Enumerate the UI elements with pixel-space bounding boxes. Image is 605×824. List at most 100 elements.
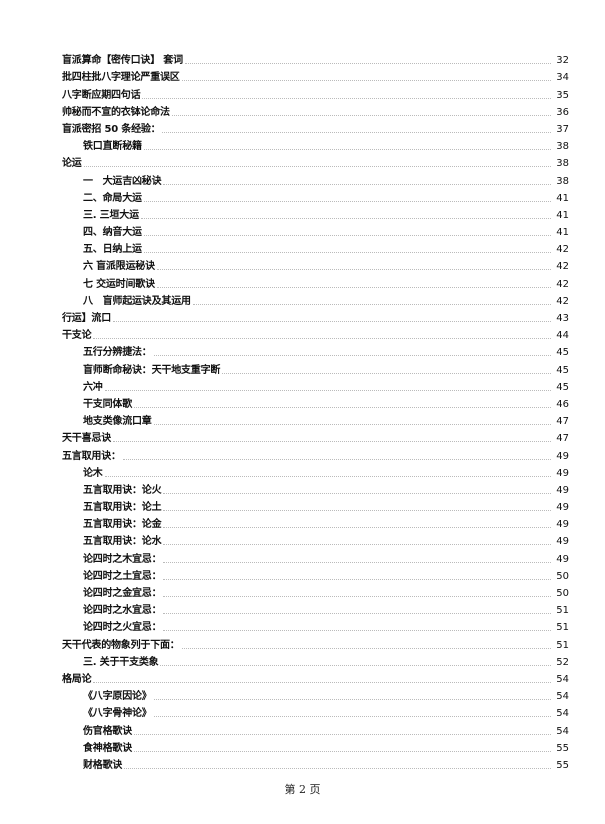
toc-entry[interactable]: 论四时之水宜忌： 51 — [62, 600, 569, 617]
toc-entry-page: 32 — [556, 55, 569, 67]
toc-entry[interactable]: 七 交运时间歌诀 42 — [62, 273, 569, 290]
toc-entry-title: 干支同体歌 — [83, 398, 132, 410]
toc-entry-page: 51 — [556, 639, 569, 651]
toc-entry[interactable]: 五言取用诀：论水 49 — [62, 531, 569, 548]
toc-entry[interactable]: 六 盲派限运秘诀 42 — [62, 256, 569, 273]
toc-entry[interactable]: 帅秘而不宣的衣钵论命法 36 — [62, 102, 569, 119]
toc-entry-title: 论四时之木宜忌： — [83, 553, 162, 565]
toc-entry[interactable]: 行运】流口 43 — [62, 308, 569, 325]
toc-entry[interactable]: 五言取用诀：论金 49 — [62, 514, 569, 531]
toc-entry[interactable]: 论木 49 — [62, 463, 569, 480]
toc-entry[interactable]: 六冲 45 — [62, 377, 569, 394]
toc-entry-page: 44 — [556, 330, 569, 342]
dot-leader — [134, 406, 551, 408]
toc-entry[interactable]: 《八字骨神论》 54 — [62, 703, 569, 720]
toc-entry-title: 五行分辨捷法： — [83, 347, 152, 359]
toc-entry-page: 47 — [556, 416, 569, 428]
toc-entry-title: 《八字骨神论》 — [83, 708, 152, 720]
toc-entry-title: 论四时之火宜忌： — [83, 622, 162, 634]
toc-entry[interactable]: 一 大运吉凶秘诀 38 — [62, 170, 569, 187]
toc-entry[interactable]: 论四时之木宜忌： 49 — [62, 548, 569, 565]
toc-entry-title: 论四时之金宜忌： — [83, 588, 162, 599]
toc-entry[interactable]: 天干代表的物象列于下面： 51 — [62, 634, 569, 651]
dot-leader — [163, 527, 551, 529]
toc-entry-page: 45 — [556, 347, 569, 359]
toc-entry[interactable]: 五、日纳上运 42 — [62, 239, 569, 256]
dot-leader — [163, 544, 551, 546]
dot-leader — [113, 441, 551, 443]
toc-entry-page: 41 — [556, 209, 569, 221]
table-of-contents: 盲派算命【密传口诀】 套词 32 批四柱批八字理论严重误区 34 八字断应期四句话 35 帅… — [62, 50, 569, 772]
toc-entry[interactable]: 五行分辨捷法： 45 — [62, 342, 569, 359]
dot-leader — [153, 355, 551, 357]
toc-entry[interactable]: 食神格歌诀 55 — [62, 738, 569, 755]
dot-leader — [160, 664, 551, 666]
toc-entry-title: 四、纳音大运 — [83, 227, 142, 239]
dot-leader — [222, 372, 551, 374]
toc-entry[interactable]: 财格歌诀 55 — [62, 755, 569, 772]
toc-entry[interactable]: 格局论 54 — [62, 669, 569, 686]
toc-entry-page: 55 — [556, 759, 569, 771]
toc-entry-page: 54 — [556, 725, 569, 737]
toc-entry[interactable]: 三. 关于干支类象 52 — [62, 652, 569, 669]
dot-leader — [163, 183, 551, 185]
toc-entry-title: 盲派密招 50 条经验： — [62, 123, 161, 135]
toc-entry-title: 伤官格歌诀 — [83, 725, 132, 737]
dot-leader — [153, 424, 551, 426]
toc-entry[interactable]: 五言取用诀：论土 49 — [62, 497, 569, 514]
toc-entry-title: 三. 关于干支类象 — [83, 656, 159, 668]
dot-leader — [163, 492, 551, 494]
toc-entry-page: 51 — [556, 622, 569, 634]
dot-leader — [113, 321, 551, 322]
toc-entry-page: 49 — [556, 536, 569, 548]
toc-entry[interactable]: 五言取用诀：论火 49 — [62, 480, 569, 497]
dot-leader — [162, 131, 551, 133]
toc-entry[interactable]: 天干喜忌诀 47 — [62, 428, 569, 445]
toc-entry[interactable]: 《八字原因论》 54 — [62, 686, 569, 703]
toc-entry[interactable]: 二、命局大运 41 — [62, 188, 569, 205]
dot-leader — [163, 596, 551, 597]
toc-entry-page: 42 — [556, 295, 569, 307]
toc-entry[interactable]: 盲师断命秘诀：天干地支重字断 45 — [62, 359, 569, 376]
toc-entry-title: 盲派算命【密传口诀】 套词 — [62, 55, 183, 67]
toc-entry-title: 五言取用诀： — [62, 450, 121, 462]
toc-entry[interactable]: 伤官格歌诀 54 — [62, 720, 569, 737]
toc-entry-page: 49 — [556, 519, 569, 531]
toc-entry[interactable]: 铁口直断秘籍 38 — [62, 136, 569, 153]
toc-entry[interactable]: 盲派密招 50 条经验： 37 — [62, 119, 569, 136]
toc-entry-page: 45 — [556, 381, 569, 393]
toc-entry-title: 批四柱批八字理论严重误区 — [62, 72, 180, 84]
toc-entry[interactable]: 论运 38 — [62, 153, 569, 170]
dot-leader — [153, 716, 551, 718]
toc-entry[interactable]: 论四时之金宜忌： 50 — [62, 583, 569, 600]
toc-entry-page: 54 — [556, 673, 569, 685]
toc-entry[interactable]: 八 盲师起运诀及其运用 42 — [62, 291, 569, 308]
dot-leader — [163, 613, 551, 615]
toc-entry[interactable]: 论四时之土宜忌： 50 — [62, 566, 569, 583]
toc-entry-title: 食神格歌诀 — [83, 742, 132, 754]
dot-leader — [163, 630, 551, 632]
dot-leader — [134, 750, 551, 752]
toc-entry[interactable]: 八字断应期四句话 35 — [62, 84, 569, 101]
toc-entry-title: 地支类像流口章 — [83, 416, 152, 428]
toc-entry[interactable]: 干支论 44 — [62, 325, 569, 342]
dot-leader — [163, 561, 551, 563]
toc-entry-page: 38 — [556, 141, 569, 153]
dot-leader — [104, 389, 551, 391]
toc-entry[interactable]: 地支类像流口章 47 — [62, 411, 569, 428]
toc-entry-title: 行运】流口 — [62, 313, 111, 324]
toc-entry[interactable]: 论四时之火宜忌： 51 — [62, 617, 569, 634]
toc-entry[interactable]: 五言取用诀： 49 — [62, 445, 569, 462]
dot-leader — [163, 510, 551, 512]
toc-entry[interactable]: 四、纳音大运 41 — [62, 222, 569, 239]
toc-entry[interactable]: 干支同体歌 46 — [62, 394, 569, 411]
toc-entry[interactable]: 盲派算命【密传口诀】 套词 32 — [62, 50, 569, 67]
dot-leader — [134, 733, 551, 735]
dot-leader — [93, 681, 551, 683]
toc-entry-page: 51 — [556, 605, 569, 617]
toc-entry[interactable]: 批四柱批八字理论严重误区 34 — [62, 67, 569, 84]
toc-entry[interactable]: 三. 三垣大运 41 — [62, 205, 569, 222]
toc-entry-title: 三. 三垣大运 — [83, 209, 139, 221]
dot-leader — [153, 699, 551, 701]
toc-entry-title: 格局论 — [62, 673, 92, 685]
